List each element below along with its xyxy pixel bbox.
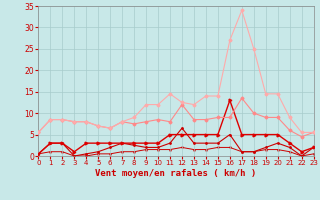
X-axis label: Vent moyen/en rafales ( km/h ): Vent moyen/en rafales ( km/h ) bbox=[95, 169, 257, 178]
